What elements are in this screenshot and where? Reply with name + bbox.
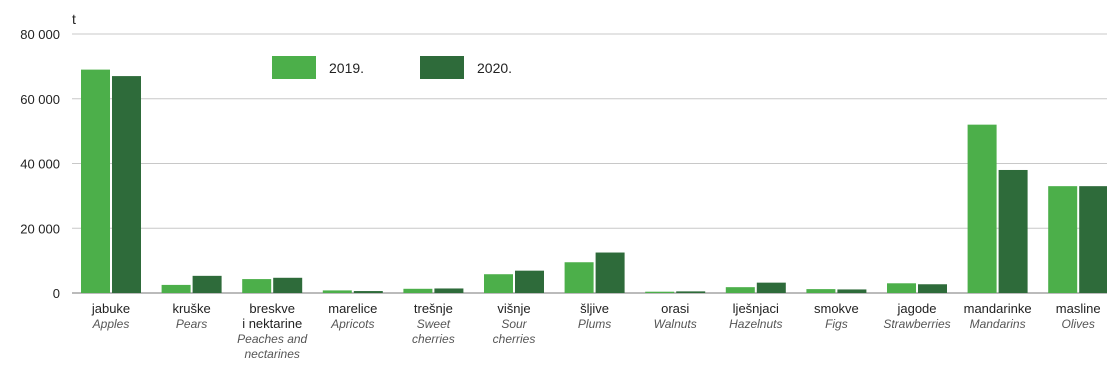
category-label-english: Pears <box>176 317 207 331</box>
bar-2020 <box>595 252 625 293</box>
category-label: lješnjaci <box>733 301 779 316</box>
category-label-english: Strawberries <box>883 317 950 331</box>
y-tick-label: 20 000 <box>20 221 60 236</box>
category-label-english: Sour <box>501 317 527 331</box>
bar-2020 <box>756 282 786 293</box>
gridlines <box>72 33 1107 294</box>
legend-label: 2020. <box>477 60 512 76</box>
legend-swatch <box>420 56 464 79</box>
bar-2020 <box>353 291 383 293</box>
bar-2020 <box>918 284 947 293</box>
y-tick-label: 80 000 <box>20 27 60 42</box>
bar-2019 <box>1048 186 1078 293</box>
category-label-english: Sweet <box>417 317 451 331</box>
category-label: masline <box>1056 301 1101 316</box>
category-label: orasi <box>661 301 689 316</box>
bar-2020 <box>515 270 544 293</box>
y-tick-label: 40 000 <box>20 157 60 172</box>
category-label: kruške <box>172 301 210 316</box>
bar-2020 <box>434 288 464 293</box>
category-label-english: Apples <box>92 317 130 331</box>
category-label-english: cherries <box>493 332 536 346</box>
bar-2019 <box>967 124 997 294</box>
legend-swatch <box>272 56 316 79</box>
category-label: breskve <box>249 301 295 316</box>
y-axis-ticks: 0 20 000 40 000 60 000 80 000 <box>20 27 60 301</box>
bar-2019 <box>887 283 916 293</box>
bar-2019 <box>403 288 433 293</box>
category-label-english: Figs <box>825 317 848 331</box>
bar-2019 <box>322 290 352 293</box>
category-label-english: Walnuts <box>654 317 697 331</box>
legend-label: 2019. <box>329 60 364 76</box>
bar-2019 <box>242 279 272 293</box>
category-label: jabuke <box>91 301 130 316</box>
category-label: trešnje <box>414 301 453 316</box>
y-tick-label: 60 000 <box>20 92 60 107</box>
category-label-english: Hazelnuts <box>729 317 782 331</box>
bar-2020 <box>112 76 141 294</box>
category-label-english: Olives <box>1062 317 1095 331</box>
bar-2019 <box>806 289 836 293</box>
category-label: smokve <box>814 301 859 316</box>
bar-2019 <box>484 274 513 293</box>
bar-2020 <box>192 275 222 293</box>
y-axis-unit-label: t <box>72 11 76 27</box>
category-label: jagode <box>896 301 936 316</box>
bar-2019 <box>645 291 675 293</box>
bar-2019 <box>81 69 110 293</box>
legend: 2019. 2020. <box>272 56 512 79</box>
category-label: marelice <box>328 301 377 316</box>
y-tick-label: 0 <box>53 286 60 301</box>
category-label-english: cherries <box>412 332 455 346</box>
bar-2020 <box>998 169 1028 293</box>
bar-2020 <box>1079 186 1107 293</box>
category-label: višnje <box>497 301 530 316</box>
bar-2020 <box>837 289 867 293</box>
bar-2020 <box>273 277 303 293</box>
bars <box>81 69 1107 294</box>
category-label-english: Apricots <box>330 317 374 331</box>
category-label: mandarinke <box>964 301 1032 316</box>
category-label-english: Plums <box>578 317 611 331</box>
category-label: šljive <box>580 301 609 316</box>
category-label-english: nectarines <box>245 347 300 361</box>
bar-2020 <box>676 291 706 293</box>
category-label: i nektarine <box>242 316 302 331</box>
category-label-english: Peaches and <box>237 332 307 346</box>
bar-2019 <box>161 284 191 293</box>
bar-2019 <box>725 287 755 293</box>
category-label-english: Mandarins <box>970 317 1026 331</box>
bar-2019 <box>564 262 594 293</box>
